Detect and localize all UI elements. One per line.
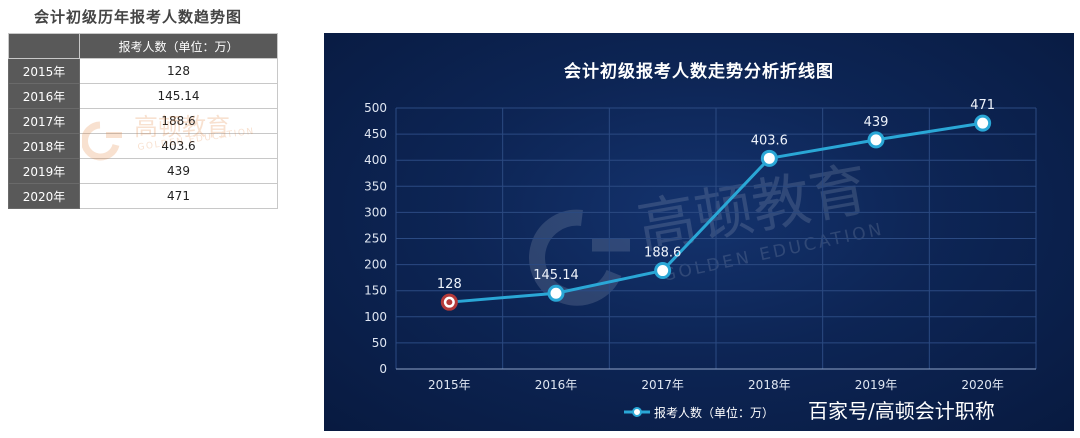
legend-label: 报考人数（单位：万） [654, 405, 775, 420]
table-year-cell: 2017年 [8, 108, 80, 134]
y-tick-label: 350 [364, 179, 387, 193]
table-row: 2015年 128 [8, 58, 278, 84]
table-value-cell: 145.14 [79, 83, 278, 109]
table-value-cell: 471 [79, 183, 278, 209]
table-header-row: 报考人数（单位：万） [8, 33, 278, 59]
table-year-cell: 2018年 [8, 133, 80, 159]
x-tick-label: 2018年 [748, 378, 791, 392]
y-tick-label: 500 [364, 101, 387, 115]
table-year-cell: 2015年 [8, 58, 80, 84]
chart-watermark-swirl-icon [529, 209, 622, 306]
y-tick-label: 250 [364, 232, 387, 246]
x-tick-label: 2017年 [641, 378, 684, 392]
table-header-value: 报考人数（单位：万） [79, 33, 278, 59]
legend[interactable]: 报考人数（单位：万） [624, 403, 774, 421]
x-tick-label: 2016年 [535, 378, 578, 392]
table-row: 2016年 145.14 [8, 83, 278, 109]
y-tick-label: 400 [364, 153, 387, 167]
label-layer: 128 145.14 188.6 403.6 439 471 [437, 98, 995, 292]
data-table: 报考人数（单位：万） 2015年 128 2016年 145.14 2017年 … [8, 33, 278, 209]
table-value-cell: 128 [79, 58, 278, 84]
data-label: 471 [970, 98, 995, 113]
data-label: 439 [864, 115, 889, 130]
y-tick-label: 100 [364, 310, 387, 324]
chart-title: 会计初级报考人数走势分析折线图 [564, 62, 834, 82]
data-label: 145.14 [533, 268, 579, 283]
axis-layer: 0 50 100 150 200 250 300 350 400 450 500 2015年 2016年… [364, 101, 1036, 392]
table-row: 2020年 471 [8, 183, 278, 209]
table-row: 2019年 439 [8, 158, 278, 184]
chart-panel: 会计初级报考人数走势分析折线图 高顿教育 GOLDEN EDUCATION 0 5… [324, 33, 1074, 431]
table-value-cell: 188.6 [79, 108, 278, 134]
source-attribution: 百家号/高顿会计职称 [808, 399, 995, 423]
y-tick-label: 0 [379, 362, 387, 376]
table-row: 2018年 403.6 [8, 133, 278, 159]
data-point [654, 262, 672, 280]
data-label: 128 [437, 277, 462, 292]
data-point-center [446, 299, 453, 306]
chart-watermark-logo: 高顿教育 GOLDEN EDUCATION [529, 155, 886, 306]
x-tick-label: 2015年 [428, 378, 471, 392]
data-point [867, 131, 885, 149]
legend-line-icon [624, 407, 650, 417]
data-label: 188.6 [644, 246, 681, 261]
table-year-cell: 2019年 [8, 158, 80, 184]
x-tick-label: 2019年 [855, 378, 898, 392]
page-title: 会计初级历年报考人数趋势图 [34, 8, 243, 26]
y-tick-label: 150 [364, 284, 387, 298]
table-value-cell: 403.6 [79, 133, 278, 159]
table-year-cell: 2016年 [8, 83, 80, 109]
y-tick-label: 50 [372, 336, 387, 350]
data-point [547, 284, 565, 302]
series-line [449, 121, 983, 304]
y-tick-label: 300 [364, 205, 387, 219]
data-point [974, 114, 992, 132]
y-tick-label: 450 [364, 127, 387, 141]
line-chart: 高顿教育 GOLDEN EDUCATION 0 50 100 150 200 250 300… [364, 98, 1037, 392]
x-tick-label: 2020年 [961, 378, 1004, 392]
series-layer [440, 114, 992, 311]
table-row: 2017年 188.6 [8, 108, 278, 134]
table-header-blank [8, 33, 80, 59]
data-point [760, 149, 778, 167]
table-year-cell: 2020年 [8, 183, 80, 209]
y-tick-label: 200 [364, 258, 387, 272]
table-value-cell: 439 [79, 158, 278, 184]
data-label: 403.6 [751, 133, 788, 148]
grid-layer [395, 107, 1037, 370]
